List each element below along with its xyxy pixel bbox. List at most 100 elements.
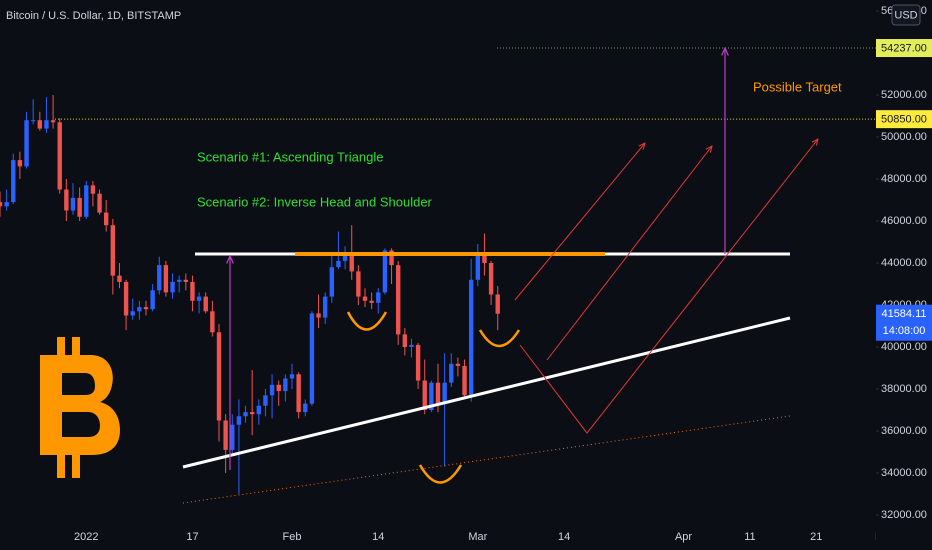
candle-body [356,271,361,297]
candle-body [110,225,116,276]
candle-body [349,254,354,272]
candle-body [11,160,16,203]
candle-body [316,313,321,318]
price-tags: 54237.00 50850.00 41584.11 14:08:00 [876,39,932,341]
x-tick-label: Apr [675,531,692,543]
last-price-label: 41584.11 [881,308,926,320]
y-tick-label: 32000.00 [881,509,927,521]
candle-body [157,265,162,291]
candle-body [249,412,255,415]
candle-body [143,307,149,310]
candle-body [4,202,9,207]
candle-body [422,380,427,410]
last-price-tag [876,304,932,341]
y-tick-label: 46000.00 [881,215,927,227]
path-arrow [546,146,712,361]
annotation: Scenario #1: Ascending Triangle [197,149,383,164]
candle-body [103,212,109,226]
candle-body [0,202,3,207]
price-tag-label: 54237.00 [881,42,927,54]
candle-body [289,374,295,379]
candle-body [216,332,222,421]
currency-box [891,4,921,26]
candle-body [276,384,281,392]
candle-body [362,296,368,301]
candle-body [117,275,122,282]
candle-body [495,294,500,314]
candle-body [256,405,262,415]
candle-body [190,281,195,301]
candle-body [435,382,441,404]
y-tick-label: 40000.00 [881,341,927,353]
candle-body [342,254,348,261]
candle-body [455,363,461,366]
candle-body [269,384,275,396]
candle-body [70,197,76,211]
candle-body [137,307,142,312]
price-tag [876,110,932,129]
path-arrow [514,143,645,301]
candle-body [369,300,374,303]
candle-body [210,311,215,333]
candle-body [123,281,129,316]
candle-body [37,120,43,129]
price-tag [876,39,932,58]
x-tick-label: 11 [744,531,755,543]
currency-label[interactable]: USD [894,9,917,21]
candle-body [243,412,248,417]
candle-body [84,185,89,217]
candle-body [409,344,414,347]
candle-body [230,424,235,450]
candle-body [389,250,394,266]
bitcoin-logo [40,337,120,478]
shoulder-arc [478,329,521,348]
candle-body [475,254,481,280]
x-tick-label: 14 [372,531,384,543]
candle-body [90,185,96,194]
candle-body [24,120,29,167]
path-arrow [519,139,818,434]
support-trendline [182,316,791,469]
annotation: Possible Target [753,79,842,94]
candles [0,95,500,494]
candle-body [468,279,474,396]
y-tick-label: 34000.00 [881,467,927,479]
candle-body [176,279,182,282]
y-tick-label: 48000.00 [881,173,927,185]
candle-body [482,254,487,263]
candle-body [44,120,49,129]
candle-body [17,160,23,167]
candle-body [442,382,447,404]
y-tick-label: 50000.00 [881,131,927,143]
candle-body [336,260,341,268]
candle-body [488,262,494,295]
candle-body [395,265,401,335]
candle-body [449,363,454,383]
candle-body [236,416,242,425]
annotation: Scenario #2: Inverse Head and Shoulder [197,194,433,209]
candle-body [97,193,102,213]
candle-body [429,382,434,410]
candle-body [196,296,202,301]
candle-body [150,290,155,310]
candle-body [415,344,421,381]
x-axis: 2022 17 Feb 14 Mar 14 Apr 11 21 Ma [74,531,876,543]
price-lines [55,47,876,120]
candle-body [402,334,408,347]
y-tick-label: 36000.00 [881,425,927,437]
candle-body [170,281,175,293]
countdown-label: 14:08:00 [883,325,926,337]
x-tick-label: Mar [468,531,487,543]
candle-body [263,395,268,406]
candle-body [183,279,189,282]
candle-body [50,120,56,123]
candle-body [130,311,135,316]
currency-button[interactable]: USD [891,4,921,26]
candle-body [382,250,388,293]
x-tick-label: Feb [283,531,302,543]
candle-body [163,265,169,293]
drawings [182,48,818,504]
candle-body [303,403,308,413]
candle-body [322,296,328,318]
